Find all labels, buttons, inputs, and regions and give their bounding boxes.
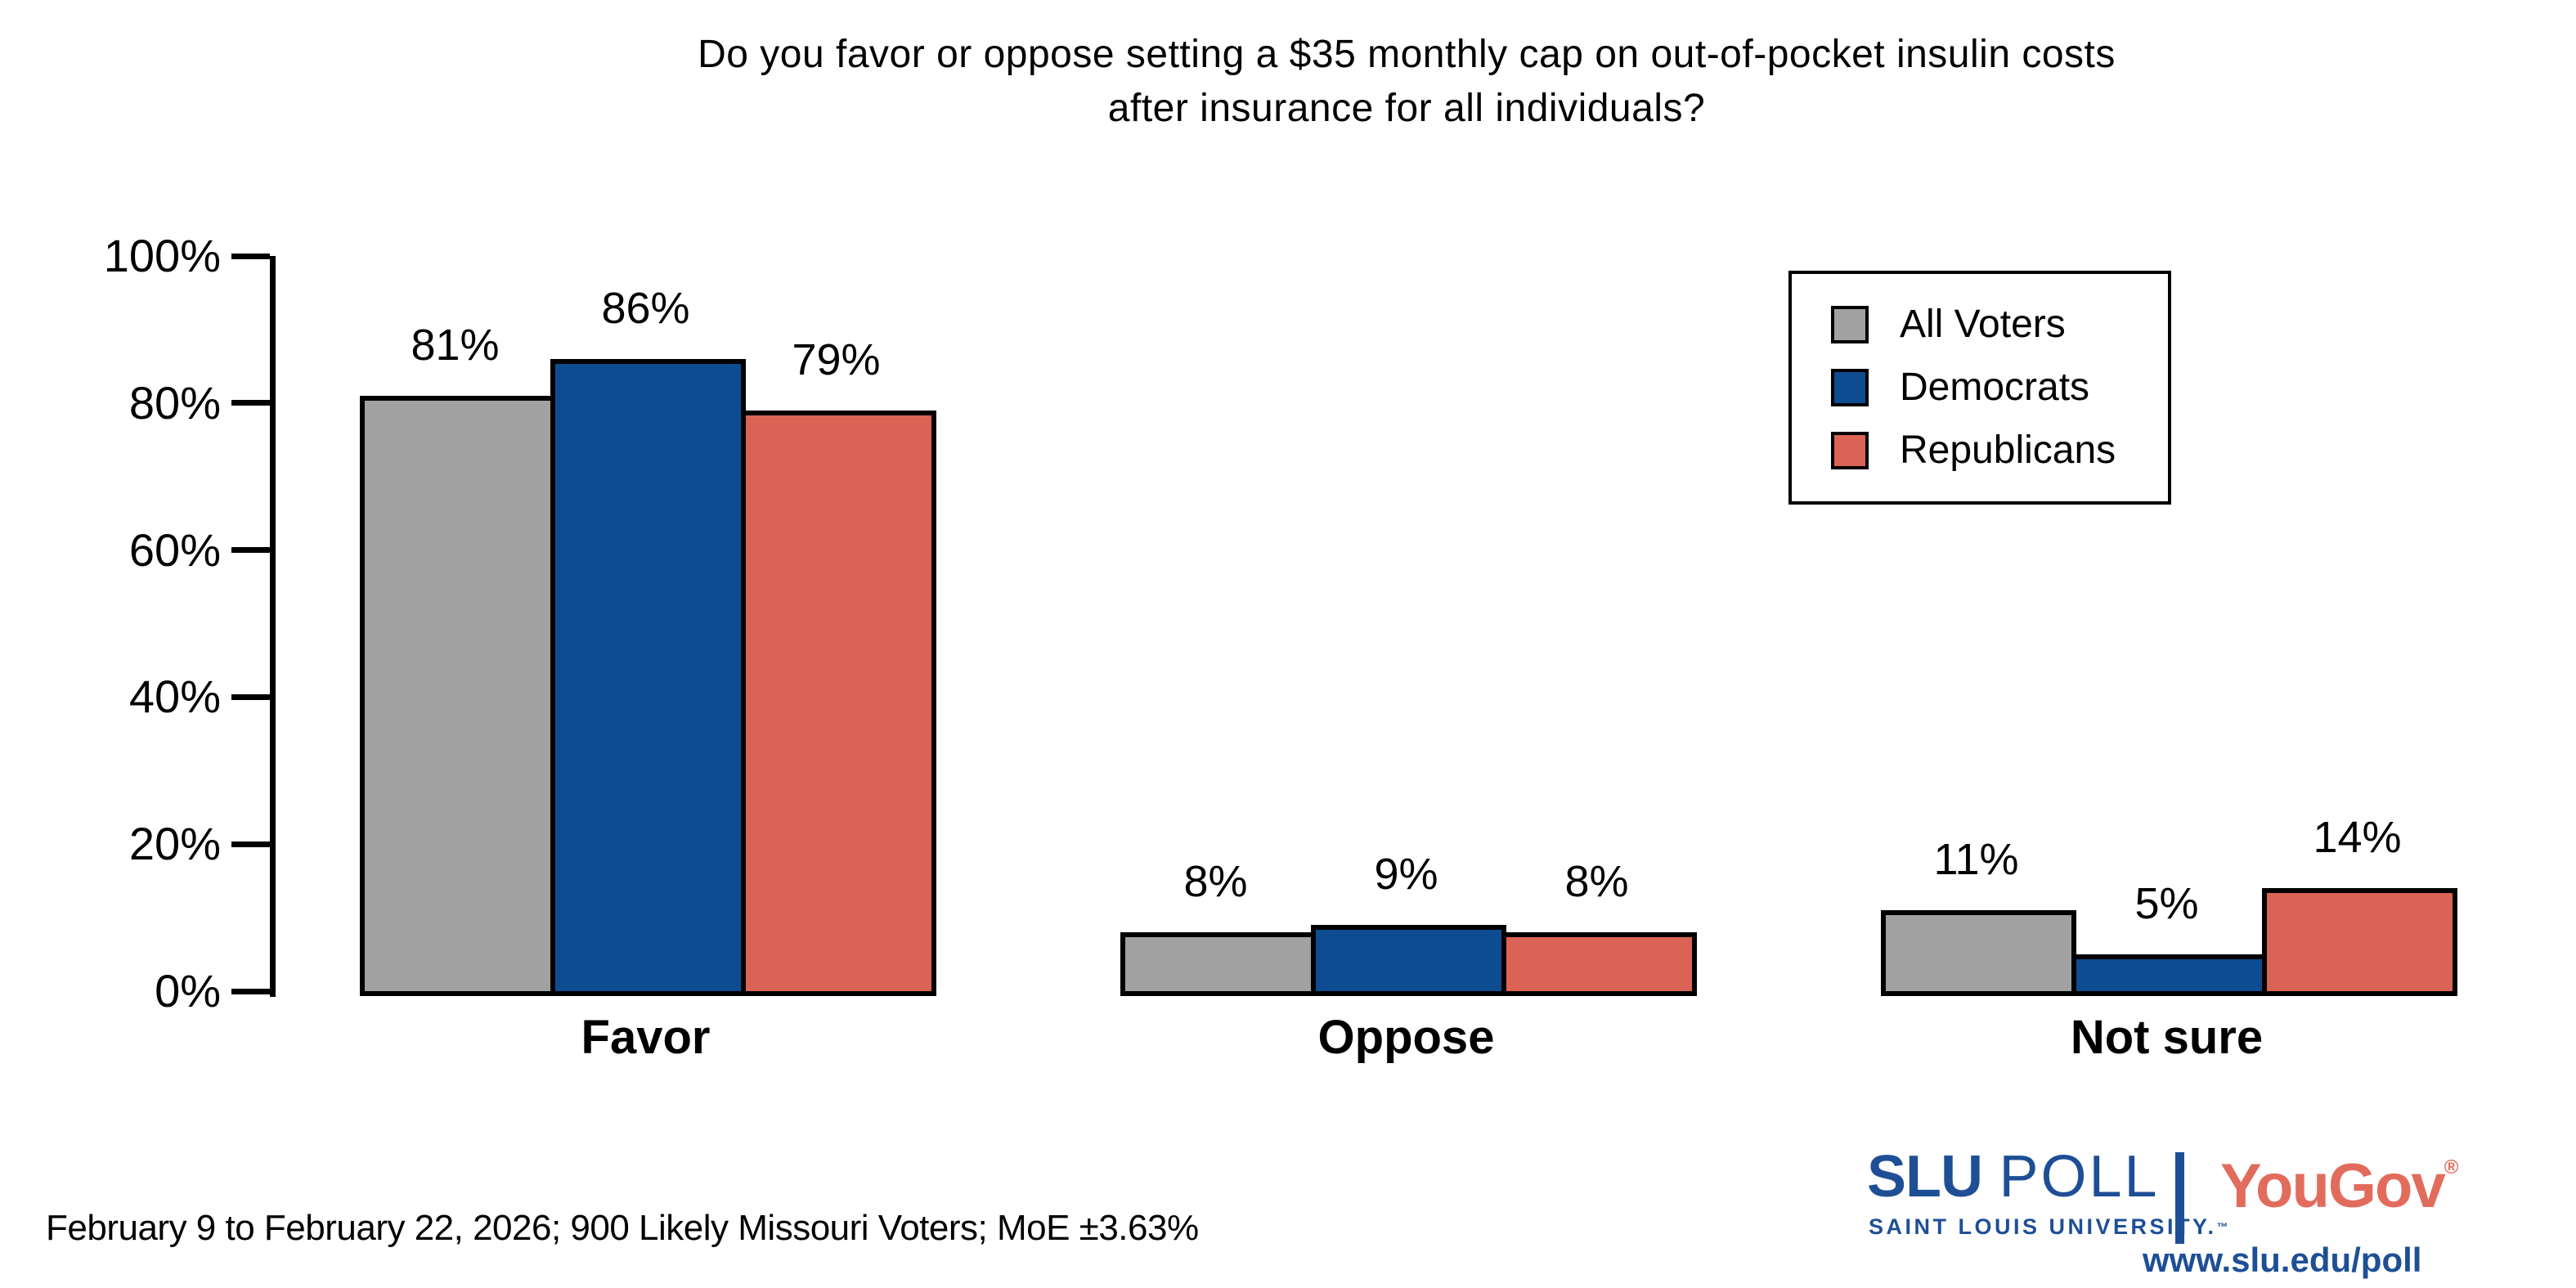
y-axis-tick-label: 100%	[103, 230, 221, 281]
bar-republicans-favor	[741, 410, 936, 996]
y-axis-tick	[231, 400, 270, 406]
bar-value-label-republicans-favor: 79%	[792, 334, 881, 384]
slu-logo-text: SLU	[1867, 1144, 1983, 1209]
yougov-logo: YouGov®	[2220, 1151, 2459, 1221]
y-axis-tick	[231, 841, 270, 847]
legend-label-republicans: Republicans	[1900, 429, 2116, 472]
y-axis-tick-label: 80%	[128, 376, 221, 429]
bar-all-voters-not-sure	[1881, 910, 2076, 996]
bar-republicans-oppose	[1501, 932, 1697, 996]
y-axis-tick-label: 20%	[128, 818, 221, 870]
bar-value-label-all-voters-oppose: 8%	[1183, 857, 1248, 907]
trademark-symbol: ™	[2216, 1220, 2228, 1233]
legend-item-all-voters: All Voters	[1831, 304, 2168, 345]
bar-value-label-democrats-not-sure: 5%	[2134, 879, 2199, 929]
branding-block: SLU POLL SAINT LOUIS UNIVERSITY.™ YouGov…	[1848, 1141, 2470, 1288]
slu-poll-logo: SLU POLL	[1867, 1147, 2160, 1206]
y-axis-tick	[231, 988, 270, 994]
x-axis-category-label-not-sure: Not sure	[2070, 1011, 2264, 1064]
chart-legend: All Voters Democrats Republicans	[1788, 271, 2171, 505]
registered-symbol: ®	[2444, 1156, 2459, 1178]
bar-value-label-all-voters-not-sure: 11%	[1933, 835, 2019, 885]
chart-title-line2: after insurance for all individuals?	[1107, 87, 1706, 130]
bar-democrats-favor	[550, 358, 746, 996]
y-axis-tick	[231, 547, 270, 554]
chart-title-line1: Do you favor or oppose setting a $35 mon…	[698, 33, 2116, 76]
bar-value-label-all-voters-favor: 81%	[411, 320, 500, 370]
slu-tagline: SAINT LOUIS UNIVERSITY.™	[1869, 1214, 2228, 1239]
legend-swatch-republicans	[1831, 432, 1869, 469]
legend-item-republicans: Republicans	[1831, 430, 2168, 471]
brand-divider	[2175, 1152, 2184, 1244]
poll-logo-text: POLL	[1999, 1144, 2160, 1209]
bar-value-label-republicans-oppose: 8%	[1564, 857, 1629, 907]
methodology-note: February 9 to February 22, 2026; 900 Lik…	[46, 1208, 1199, 1248]
bar-value-label-democrats-favor: 86%	[601, 283, 690, 333]
legend-item-democrats: Democrats	[1831, 367, 2168, 408]
y-axis-tick-label: 0%	[155, 965, 221, 1016]
x-axis-category-label-favor: Favor	[581, 1011, 711, 1064]
y-axis-tick	[231, 693, 270, 700]
slu-poll-url: www.slu.edu/poll	[2143, 1241, 2422, 1279]
bar-value-label-republicans-not-sure: 14%	[2313, 813, 2402, 863]
y-axis-tick	[231, 253, 270, 259]
legend-label-all-voters: All Voters	[1900, 303, 2066, 346]
bar-all-voters-oppose	[1120, 932, 1316, 996]
legend-swatch-democrats	[1831, 369, 1869, 406]
bar-republicans-not-sure	[2262, 888, 2457, 996]
chart-title: Do you favor or oppose setting a $35 mon…	[278, 28, 2535, 136]
bar-value-label-democrats-oppose: 9%	[1374, 850, 1438, 900]
y-axis-tick-label: 60%	[128, 523, 221, 576]
x-axis-category-label-oppose: Oppose	[1317, 1011, 1495, 1064]
y-axis-tick-label: 40%	[128, 671, 221, 723]
y-axis-line	[270, 256, 276, 997]
bar-all-voters-favor	[360, 395, 555, 996]
legend-swatch-all-voters	[1831, 306, 1869, 343]
legend-label-democrats: Democrats	[1900, 366, 2090, 409]
bar-democrats-not-sure	[2071, 954, 2267, 996]
bar-democrats-oppose	[1311, 925, 1506, 996]
